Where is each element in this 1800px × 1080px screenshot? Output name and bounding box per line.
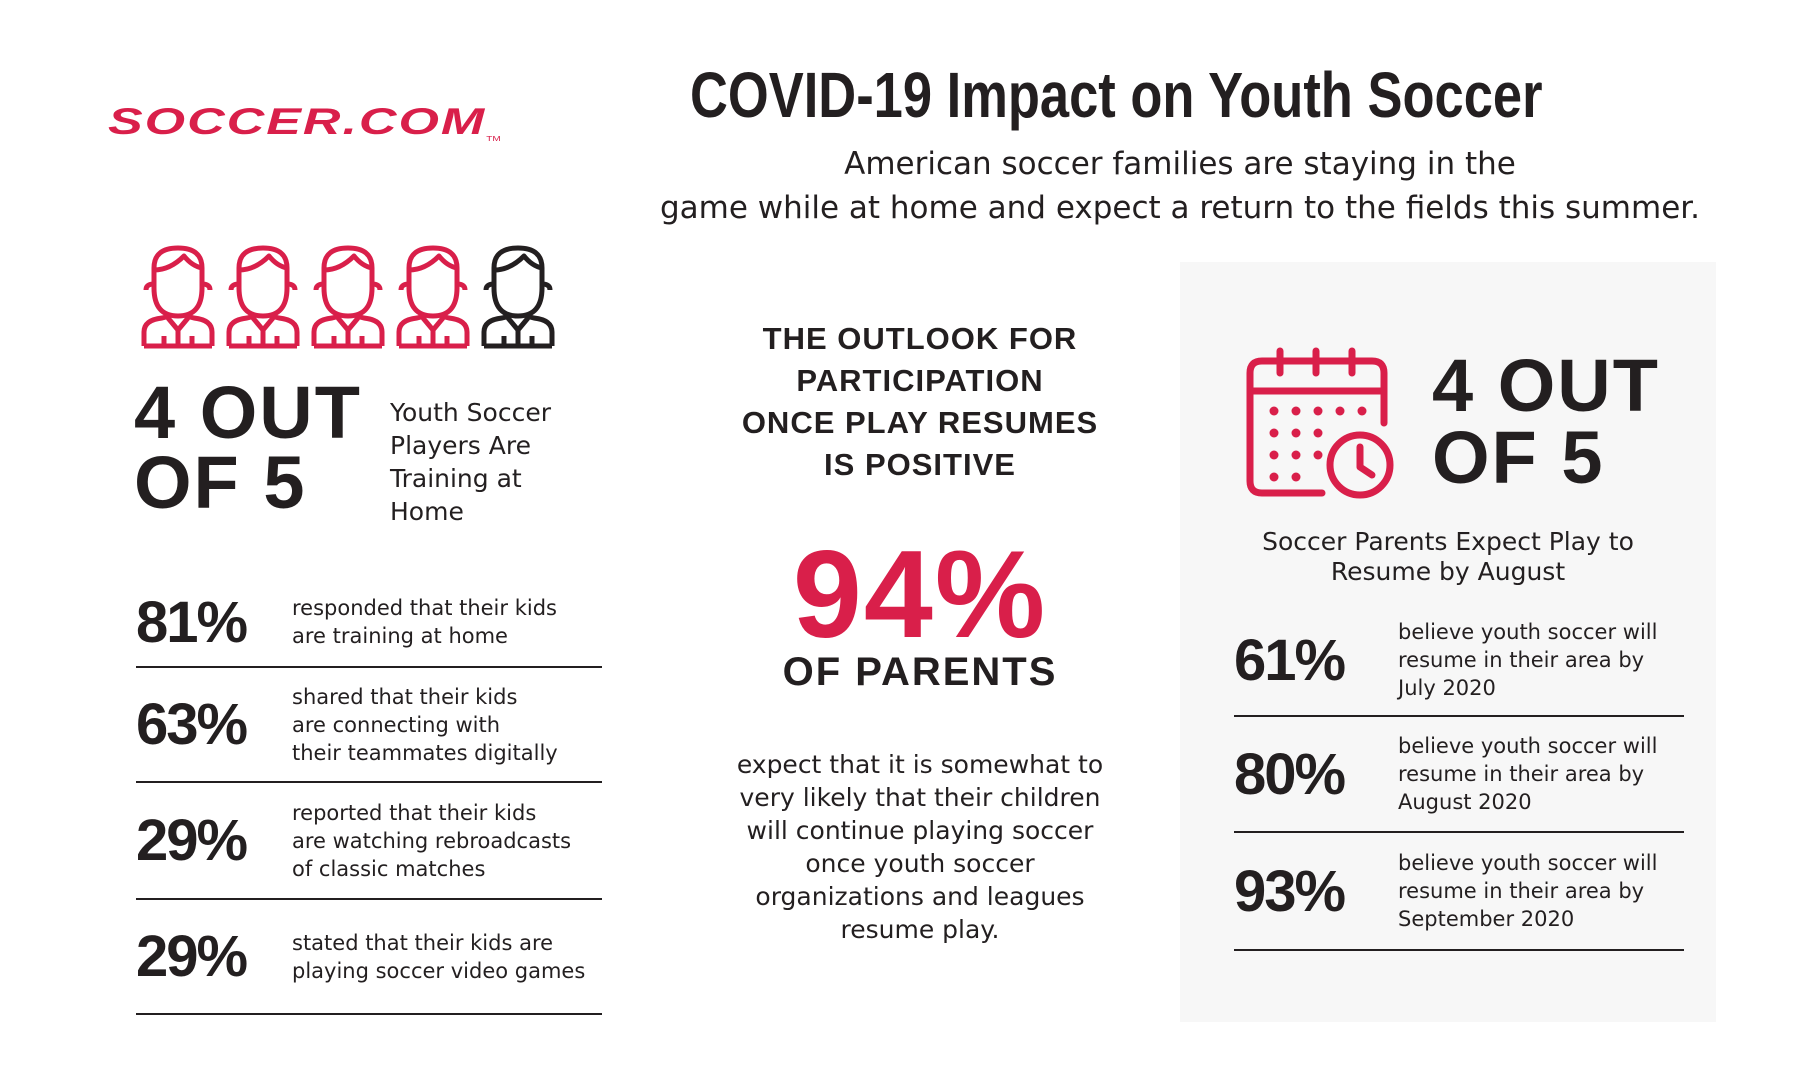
desc-line: August 2020 xyxy=(1398,790,1532,814)
desc-line: resume in their area by xyxy=(1398,879,1645,903)
stat-desc: believe youth soccer will resume in thei… xyxy=(1398,732,1657,816)
desc-line: Soccer Parents Expect Play to xyxy=(1262,527,1634,556)
stat-percent: 29% xyxy=(136,924,248,989)
stat-row: 63% shared that their kids are connectin… xyxy=(136,668,602,783)
desc-line: Home xyxy=(390,497,464,526)
desc-line: are training at home xyxy=(292,624,508,648)
stat-row: 93% believe youth soccer will resume in … xyxy=(1234,833,1684,951)
desc-line: stated that their kids are xyxy=(292,930,554,955)
training-fraction: 4 OUT OF 5 xyxy=(134,371,362,524)
desc-line: believe youth soccer will xyxy=(1398,734,1658,758)
person-icon xyxy=(311,245,385,349)
stat-row: 81% responded that their kids are traini… xyxy=(136,578,602,668)
page-subtitle: American soccer families are staying in … xyxy=(590,142,1770,230)
expect-line: resume play. xyxy=(840,915,1000,944)
outlook-line: THE OUTLOOK FOR xyxy=(762,321,1078,356)
expect-line: expect that it is somewhat to xyxy=(736,750,1104,779)
expect-line: organizations and leagues xyxy=(755,882,1085,911)
stat-desc: believe youth soccer will resume in thei… xyxy=(1398,849,1657,933)
desc-line: are watching rebroadcasts xyxy=(292,828,572,853)
parents-percent: 94% xyxy=(792,526,1048,664)
person-icon xyxy=(396,245,470,349)
outlook-heading: THE OUTLOOK FOR PARTICIPATION ONCE PLAY … xyxy=(700,318,1140,486)
stat-row: 29% stated that their kids are playing s… xyxy=(136,900,602,1015)
desc-line: September 2020 xyxy=(1398,907,1575,931)
outlook-line: ONCE PLAY RESUMES xyxy=(741,405,1099,440)
desc-line: reported that their kids xyxy=(292,800,537,825)
stat-percent: 29% xyxy=(136,808,248,873)
expect-text: expect that it is somewhat to very likel… xyxy=(700,748,1140,946)
parents-fraction-desc: Soccer Parents Expect Play to Resume by … xyxy=(1200,527,1696,587)
desc-line: Training at xyxy=(390,464,522,493)
parents-fraction: 4 OUT OF 5 xyxy=(1432,344,1660,499)
desc-line: resume in their area by xyxy=(1398,762,1645,786)
stat-row: 29% reported that their kids are watchin… xyxy=(136,783,602,900)
stat-percent: 61% xyxy=(1234,627,1346,693)
person-icon xyxy=(481,245,555,349)
stat-percent: 81% xyxy=(136,589,248,655)
desc-line: July 2020 xyxy=(1398,676,1496,700)
stat-row: 61% believe youth soccer will resume in … xyxy=(1234,605,1684,717)
fraction-line: 4 OUT xyxy=(134,371,362,454)
people-icon-row xyxy=(140,240,556,350)
stat-desc: stated that their kids are playing socce… xyxy=(292,929,585,985)
fraction-line: OF 5 xyxy=(134,441,307,524)
subtitle-line: game while at home and expect a return t… xyxy=(659,190,1701,226)
expect-line: will continue playing soccer xyxy=(746,816,1094,845)
outlook-line: PARTICIPATION xyxy=(796,363,1044,398)
calendar-clock-icon xyxy=(1246,347,1394,499)
expect-line: once youth soccer xyxy=(805,849,1035,878)
of-parents-label: OF PARENTS xyxy=(782,650,1058,694)
outlook-line: IS POSITIVE xyxy=(824,447,1016,482)
desc-line: of classic matches xyxy=(292,856,486,881)
stat-percent: 63% xyxy=(136,692,248,757)
stat-desc: believe youth soccer will resume in thei… xyxy=(1398,618,1657,702)
expect-line: very likely that their children xyxy=(739,783,1101,812)
fraction-line: 4 OUT xyxy=(1432,344,1660,427)
person-icon xyxy=(141,245,215,349)
page-title: COVID-19 Impact on Youth Soccer xyxy=(690,59,1543,131)
desc-line: responded that their kids xyxy=(292,596,557,620)
stat-desc: shared that their kids are connecting wi… xyxy=(292,683,558,767)
desc-line: are connecting with xyxy=(292,712,501,737)
soccer-com-logo: SOCCER.COMTM xyxy=(108,100,501,144)
desc-line: Players Are xyxy=(390,431,531,460)
stat-desc: responded that their kids are training a… xyxy=(292,594,557,650)
stat-desc: reported that their kids are watching re… xyxy=(292,799,571,883)
desc-line: resume in their area by xyxy=(1398,648,1645,672)
desc-line: shared that their kids xyxy=(292,684,518,709)
desc-line: Resume by August xyxy=(1330,557,1566,586)
desc-line: Youth Soccer xyxy=(390,398,551,427)
desc-line: believe youth soccer will xyxy=(1398,851,1658,875)
desc-line: playing soccer video games xyxy=(292,958,586,983)
desc-line: their teammates digitally xyxy=(292,740,558,765)
desc-line: believe youth soccer will xyxy=(1398,620,1658,644)
training-fraction-desc: Youth Soccer Players Are Training at Hom… xyxy=(390,396,590,528)
stat-percent: 93% xyxy=(1234,858,1346,924)
stat-row: 80% believe youth soccer will resume in … xyxy=(1234,717,1684,833)
stat-percent: 80% xyxy=(1234,741,1346,807)
person-icon xyxy=(226,245,300,349)
fraction-line: OF 5 xyxy=(1432,416,1605,499)
subtitle-line: American soccer families are staying in … xyxy=(844,146,1516,182)
